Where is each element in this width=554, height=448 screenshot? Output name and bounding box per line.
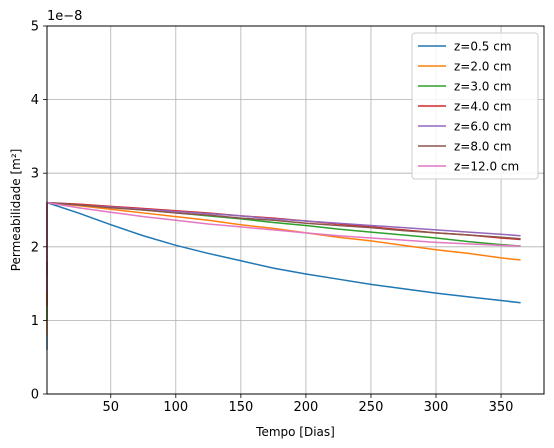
legend: z=0.5 cm z=2.0 cm z=3.0 cm z=4.0 cm z=6.0 cm… bbox=[411, 32, 539, 180]
x-tick-label: 200 bbox=[293, 400, 318, 415]
y-tick-label: 4 bbox=[31, 93, 39, 108]
legend-entry-label: z=12.0 cm bbox=[454, 160, 519, 174]
legend-entry-label: z=0.5 cm bbox=[454, 40, 512, 54]
x-axis-label: Tempo [Dias] bbox=[255, 425, 335, 439]
series-line-2 bbox=[46, 201, 521, 336]
y-tick-label: 3 bbox=[31, 167, 39, 182]
y-axis-ticks: 0 1 2 3 4 5 bbox=[31, 20, 47, 403]
legend-entry-label: z=3.0 cm bbox=[454, 80, 512, 94]
legend-box bbox=[411, 32, 539, 180]
plot-frame bbox=[46, 25, 545, 395]
legend-entry-label: z=4.0 cm bbox=[454, 100, 512, 114]
x-tick-label: 50 bbox=[102, 400, 119, 415]
series-line-7 bbox=[46, 201, 521, 262]
x-tick-label: 250 bbox=[359, 400, 384, 415]
y-tick-label: 0 bbox=[31, 388, 39, 403]
legend-entry-label: z=6.0 cm bbox=[454, 120, 512, 134]
x-axis-ticks: 50 100 150 200 250 300 350 bbox=[102, 394, 513, 415]
y-tick-label: 5 bbox=[31, 20, 39, 35]
series-line-1 bbox=[46, 201, 521, 350]
legend-entry-label: z=2.0 cm bbox=[454, 60, 512, 74]
x-tick-label: 350 bbox=[489, 400, 514, 415]
y-axis-offset-text: 1e−8 bbox=[47, 9, 82, 24]
y-tick-label: 2 bbox=[31, 240, 39, 255]
y-tick-label: 1 bbox=[31, 314, 39, 329]
plot-lines bbox=[46, 201, 521, 350]
x-tick-label: 150 bbox=[228, 400, 253, 415]
y-axis-label: Permeabilidade [m²] bbox=[9, 149, 23, 272]
series-line-6 bbox=[46, 201, 521, 277]
x-tick-label: 100 bbox=[163, 400, 188, 415]
legend-entry-label: z=8.0 cm bbox=[454, 140, 512, 154]
x-tick-label: 300 bbox=[424, 400, 449, 415]
